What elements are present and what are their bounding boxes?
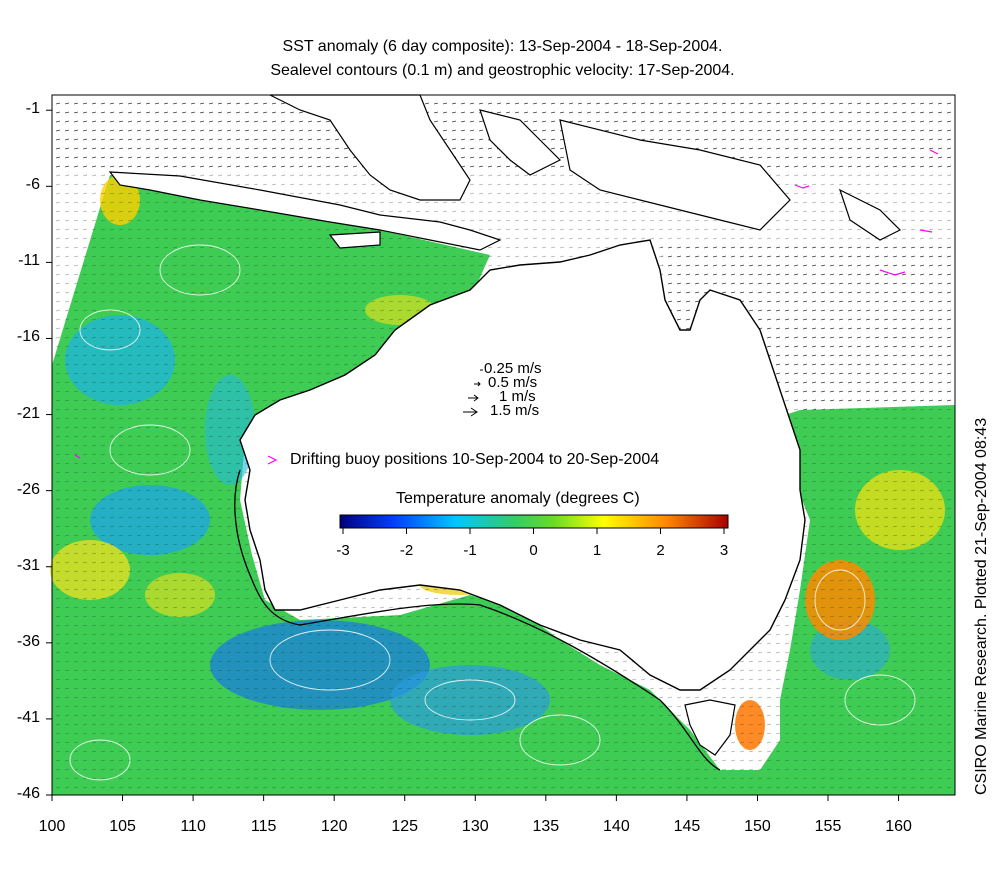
colorbar-tick-label: -3 — [336, 542, 350, 559]
velocity-legend-arrows — [463, 369, 483, 417]
velocity-legend-2: 1 m/s — [499, 388, 536, 405]
plot-frame — [51, 94, 956, 796]
y-tick-label: -1 — [25, 100, 40, 118]
x-tick-label: 110 — [180, 818, 206, 835]
sulawesi-island — [479, 109, 562, 176]
x-tick-label: 115 — [250, 818, 277, 835]
x-tick-label: 100 — [38, 818, 66, 835]
credit-label: CSIRO Marine Research. Plotted 21-Sep-20… — [973, 417, 990, 795]
y-tick-label: -26 — [16, 480, 40, 498]
no-data-region — [660, 240, 955, 410]
y-tick-label: -31 — [16, 556, 40, 574]
colorbar-ticks — [342, 528, 725, 534]
buoy-tracks — [74, 149, 939, 459]
java-island — [108, 171, 502, 251]
solomon-islands — [838, 188, 902, 241]
sealevel-contour-shelf — [234, 469, 721, 771]
colorbar-tick-label: 0 — [529, 542, 538, 559]
colorbar-title: Temperature anomaly (degrees C) — [396, 490, 640, 507]
buoy-legend-icon — [267, 455, 278, 465]
timor-island — [328, 231, 381, 249]
colorbar-tick-label: 2 — [656, 542, 665, 559]
x-tick-label: 135 — [532, 818, 560, 835]
x-tick-label: 160 — [885, 818, 912, 835]
y-tick-label: -36 — [16, 632, 40, 650]
y-tick-label: -6 — [25, 176, 40, 194]
velocity-legend-3: 1.5 m/s — [490, 402, 540, 419]
sealevel-contours — [69, 244, 916, 781]
y-tick-label: -16 — [16, 328, 40, 346]
colorbar — [339, 514, 729, 529]
x-tick-label: 155 — [814, 818, 842, 835]
axis-ticks — [46, 109, 900, 801]
y-tick-label: -21 — [16, 404, 40, 422]
buoy-legend-label: Drifting buoy positions 10-Sep-2004 to 2… — [290, 451, 660, 468]
velocity-legend-0: 0.25 m/s — [484, 360, 542, 377]
x-tick-label: 125 — [391, 818, 419, 835]
tasmania-island — [684, 699, 736, 756]
sst-field — [50, 95, 955, 795]
x-tick-label: 140 — [603, 818, 630, 835]
land-masses — [52, 94, 955, 251]
title-line-1: SST anomaly (6 day composite): 13-Sep-20… — [282, 38, 723, 55]
x-tick-label: 120 — [320, 818, 348, 835]
x-tick-label: 130 — [461, 818, 489, 835]
colorbar-tick-label: 3 — [719, 542, 729, 559]
x-tick-label: 150 — [744, 818, 771, 835]
x-tick-label: 105 — [109, 818, 136, 835]
australia-mainland — [239, 239, 806, 691]
x-tick-label: 145 — [673, 818, 701, 835]
new-guinea-island — [559, 119, 791, 231]
colorbar-tick-label: 1 — [592, 542, 602, 559]
colorbar-tick-label: -2 — [399, 542, 414, 559]
title-line-2: Sealevel contours (0.1 m) and geostrophi… — [270, 62, 735, 79]
y-tick-label: -11 — [18, 252, 40, 270]
velocity-legend-1: 0.5 m/s — [488, 374, 538, 391]
colorbar-tick-label: -1 — [463, 542, 477, 559]
y-tick-label: -46 — [16, 785, 40, 802]
y-tick-label: -41 — [16, 708, 40, 726]
borneo-island — [269, 94, 471, 201]
